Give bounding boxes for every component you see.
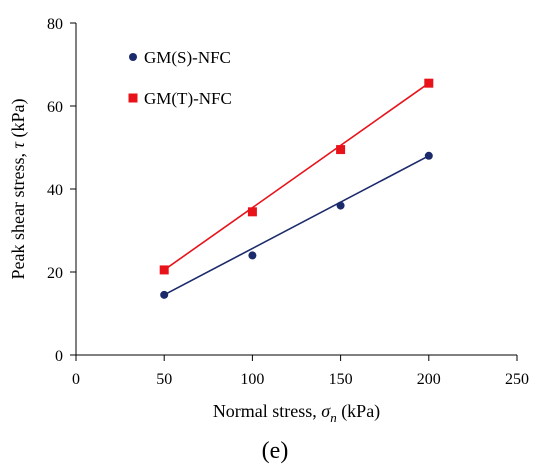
- y-axis-label: Peak shear stress, τ (kPa): [8, 99, 29, 280]
- legend-marker-square: [128, 93, 138, 103]
- legend: GM(S)-NFC GM(T)-NFC: [128, 48, 232, 108]
- series-2-point: [247, 207, 257, 217]
- legend-label: GM(S)-NFC: [144, 48, 231, 67]
- y-tick-label: 60: [47, 99, 63, 116]
- y-tick-label: 40: [47, 182, 63, 199]
- x-tick-label: 100: [240, 371, 264, 388]
- y-tick-label: 20: [47, 265, 63, 282]
- panel-label: (e): [261, 438, 289, 464]
- legend-label: GM(T)-NFC: [144, 89, 232, 108]
- series-1-fit-line: [163, 155, 430, 296]
- series-1-point: [424, 151, 433, 160]
- x-tick-label: 0: [72, 371, 80, 388]
- x-tick-label: 50: [156, 371, 172, 388]
- x-tick-label: 250: [505, 371, 529, 388]
- y-tick-label: 0: [55, 348, 63, 365]
- axes: [75, 23, 517, 356]
- x-tick-label: 200: [417, 371, 441, 388]
- series-2-point: [424, 78, 434, 88]
- y-ticks: 0 20 40 60 80: [47, 16, 76, 365]
- x-axis-label: Normal stress, σn (kPa): [213, 401, 380, 425]
- series-1-point: [336, 201, 345, 210]
- series-1-point: [160, 290, 169, 299]
- series-points: [159, 78, 434, 299]
- y-tick-label: 80: [47, 16, 63, 33]
- series-2-fit-line: [163, 82, 430, 271]
- series-1-point: [248, 251, 257, 260]
- series-2-point: [336, 145, 346, 155]
- series-lines: [163, 82, 430, 296]
- x-ticks: 0 50 100 150 200 250: [72, 355, 529, 388]
- legend-marker-circle: [129, 53, 137, 61]
- series-2-point: [159, 265, 169, 275]
- x-tick-label: 150: [329, 371, 353, 388]
